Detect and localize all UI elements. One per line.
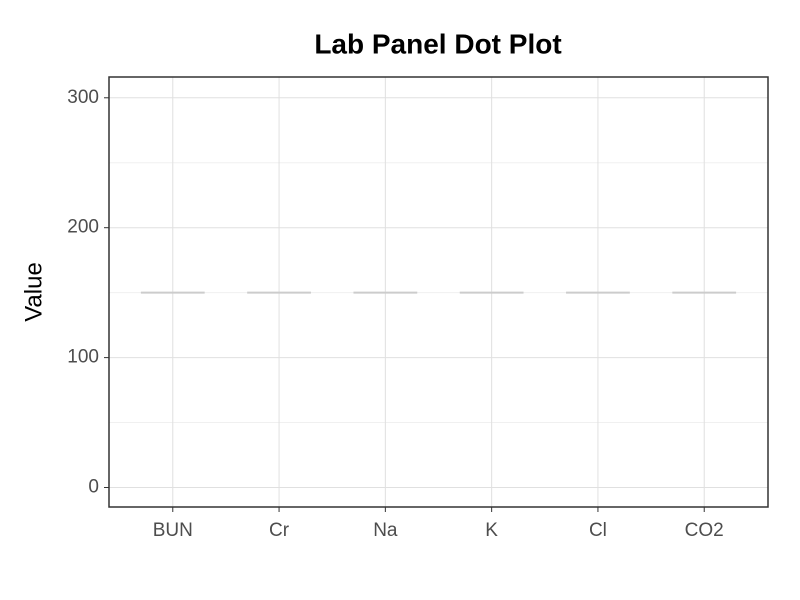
y-axis-label: Value — [20, 262, 47, 322]
x-tick-label: BUN — [153, 520, 193, 541]
x-tick-label: Na — [373, 520, 398, 541]
x-tick-label: Cr — [269, 520, 290, 541]
y-tick-label: 200 — [67, 217, 99, 238]
y-tick-label: 100 — [67, 347, 99, 368]
x-tick-label: CO2 — [685, 520, 724, 541]
x-tick-label: K — [485, 520, 498, 541]
y-tick-label: 0 — [88, 477, 99, 498]
x-tick-label: Cl — [589, 520, 607, 541]
y-tick-label: 300 — [67, 87, 99, 108]
panel-border — [108, 76, 769, 508]
chart-title: Lab Panel Dot Plot — [314, 28, 561, 59]
